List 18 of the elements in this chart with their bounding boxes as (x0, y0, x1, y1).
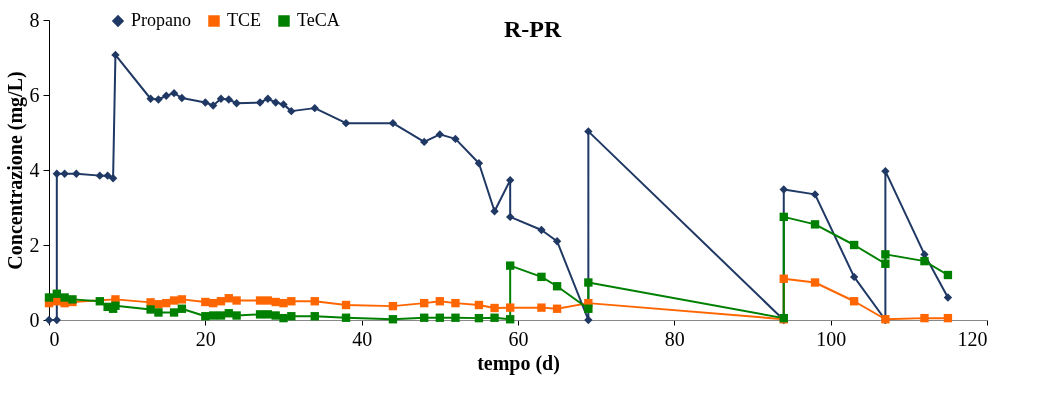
y-tick-label: 4 (29, 158, 40, 181)
legend-label: TeCA (297, 10, 340, 30)
y-tick-label: 8 (29, 8, 40, 31)
x-tick-label: 120 (957, 327, 988, 350)
x-tick-label: 40 (352, 327, 373, 350)
y-tick-label: 0 (29, 308, 40, 331)
x-tick-label: 80 (664, 327, 685, 350)
chart-title: R-PR (504, 16, 562, 42)
legend-label: Propano (131, 10, 191, 30)
x-tick-label: 60 (508, 327, 529, 350)
x-tick-label: 0 (49, 327, 60, 350)
y-tick-label: 6 (29, 83, 40, 106)
y-axis-title: Concentrazione (mg/L) (3, 71, 27, 270)
x-axis-title: tempo (d) (477, 351, 560, 375)
x-tick-label: 20 (195, 327, 216, 350)
y-tick-label: 2 (29, 233, 40, 256)
legend-label: TCE (227, 10, 261, 30)
x-tick-label: 100 (816, 327, 847, 350)
